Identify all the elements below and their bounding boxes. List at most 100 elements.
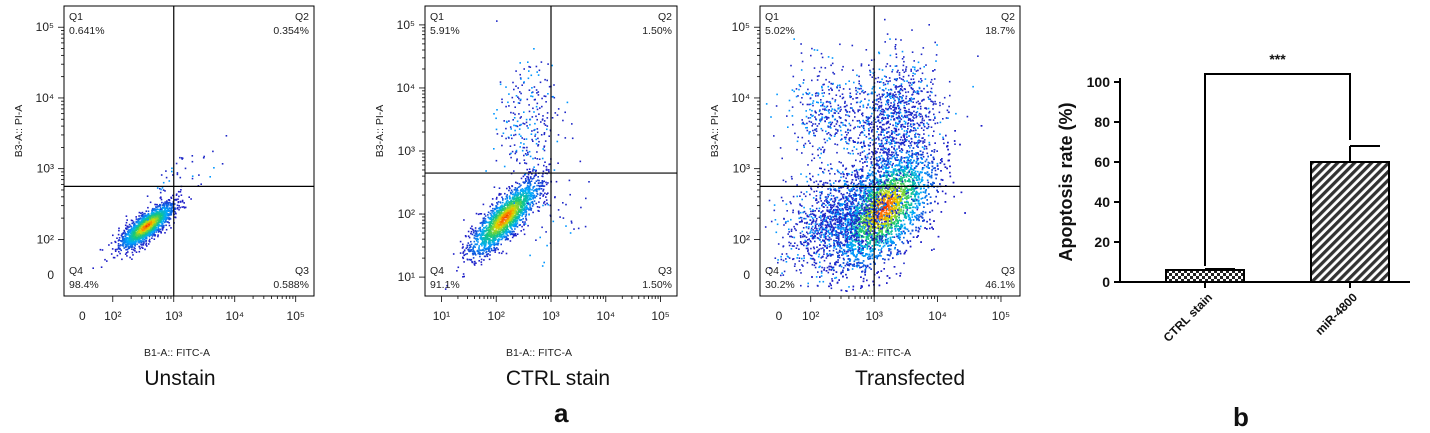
flow-event-dot: [524, 147, 526, 149]
flow-event-dot: [540, 82, 542, 84]
flow-event-dot: [146, 235, 148, 237]
flow-event-dot: [532, 212, 534, 214]
flow-event-dot: [514, 117, 516, 119]
flow-event-dot: [161, 211, 163, 213]
flow-event-dot: [172, 210, 174, 212]
flow-event-dot: [138, 218, 140, 220]
flow-event-dot: [545, 124, 547, 126]
flow-event-dot: [548, 135, 550, 137]
flow-event-dot: [116, 249, 118, 251]
flow-event-dot: [129, 257, 131, 259]
flow-event-dot: [528, 214, 530, 216]
flow-event-dot: [118, 243, 120, 245]
flow-event-dot: [537, 180, 539, 182]
flow-event-dot: [167, 202, 169, 204]
flow-event-dot: [523, 224, 525, 226]
flow-event-dot: [528, 66, 530, 68]
flow-event-dot: [522, 150, 524, 152]
flow-event-dot: [524, 138, 526, 140]
flow-event-dot: [502, 221, 504, 223]
flow-event-dot: [161, 215, 163, 217]
flow-event-dot: [133, 249, 135, 251]
flow-event-dot: [492, 198, 494, 200]
flow-event-dot: [473, 257, 475, 259]
flow-event-dot: [136, 251, 138, 253]
flow-event-dot: [542, 148, 544, 150]
flow-event-dot: [118, 239, 120, 241]
flow-event-dot: [154, 226, 156, 228]
flow-event-dot: [516, 206, 518, 208]
flow-event-dot: [515, 187, 517, 189]
flow-event-dot: [523, 81, 525, 83]
flow-event-dot: [538, 74, 540, 76]
flow-event-dot: [552, 117, 554, 119]
flow-event-dot: [518, 98, 520, 100]
flow-event-dot: [524, 234, 526, 236]
flow-event-dot: [515, 208, 517, 210]
flow-event-dot: [480, 250, 482, 252]
flow-event-dot: [520, 202, 522, 204]
flow-event-dot: [546, 129, 548, 131]
flow-event-dot: [492, 208, 494, 210]
flow-event-dot: [559, 216, 561, 218]
flow-event-dot: [183, 202, 185, 204]
flow-event-dot: [468, 242, 470, 244]
x-tick-label: 10³: [542, 309, 559, 323]
flow-event-dot: [585, 198, 587, 200]
flow-event-dot: [178, 209, 180, 211]
flow-event-dot: [545, 204, 547, 206]
flow-event-dot: [536, 89, 538, 91]
flow-event-dot: [181, 157, 183, 159]
flow-event-dot: [478, 214, 480, 216]
flow-event-dot: [514, 201, 516, 203]
flow-event-dot: [157, 215, 159, 217]
flow-event-dot: [476, 235, 478, 237]
flow-event-dot: [522, 207, 524, 209]
flow-event-dot: [491, 233, 493, 235]
flow-event-dot: [132, 252, 134, 254]
flow-event-dot: [525, 174, 527, 176]
y-tick-label: 10⁴: [35, 91, 54, 105]
flow-event-dot: [504, 193, 506, 195]
flow-event-dot: [520, 99, 522, 101]
flow-event-dot: [510, 128, 512, 130]
flow-event-dot: [523, 209, 525, 211]
flow-event-dot: [474, 235, 476, 237]
flow-event-dot: [151, 213, 153, 215]
flow-event-dot: [522, 205, 524, 207]
flow-event-dot: [507, 231, 509, 233]
flow-event-dot: [563, 217, 565, 219]
flow-event-dot: [133, 229, 135, 231]
flow-event-dot: [542, 158, 544, 160]
flow-event-dot: [539, 194, 541, 196]
flow-event-dot: [100, 249, 102, 251]
flow-event-dot: [159, 213, 161, 215]
flow-event-dot: [496, 109, 498, 111]
flow-event-dot: [513, 135, 515, 137]
flow-event-dot: [499, 224, 501, 226]
flow-event-dot: [506, 238, 508, 240]
y-tick-label: 10³: [37, 162, 54, 176]
flow-event-dot: [519, 196, 521, 198]
flow-event-dot: [505, 128, 507, 130]
flow-event-dot: [132, 246, 134, 248]
flow-event-dot: [176, 163, 178, 165]
flow-event-dot: [124, 240, 126, 242]
flow-event-dot: [503, 215, 505, 217]
flow-event-dot: [515, 220, 517, 222]
flow-event-dot: [548, 171, 550, 173]
flow-event-dot: [542, 183, 544, 185]
y-axis-label: B3-A:: PI-A: [374, 105, 386, 158]
flow-event-dot: [479, 256, 481, 258]
flow-event-dot: [541, 98, 543, 100]
flow-event-dot: [491, 250, 493, 252]
flow-event-dot: [520, 212, 522, 214]
flow-event-dot: [155, 221, 157, 223]
quadrant-name-q3: Q3: [295, 265, 309, 277]
flow-event-dot: [500, 224, 502, 226]
flow-event-dot: [129, 238, 131, 240]
flow-event-dot: [118, 228, 120, 230]
flow-event-dot: [120, 244, 122, 246]
flow-event-dot: [483, 221, 485, 223]
flow-event-dot: [505, 207, 507, 209]
